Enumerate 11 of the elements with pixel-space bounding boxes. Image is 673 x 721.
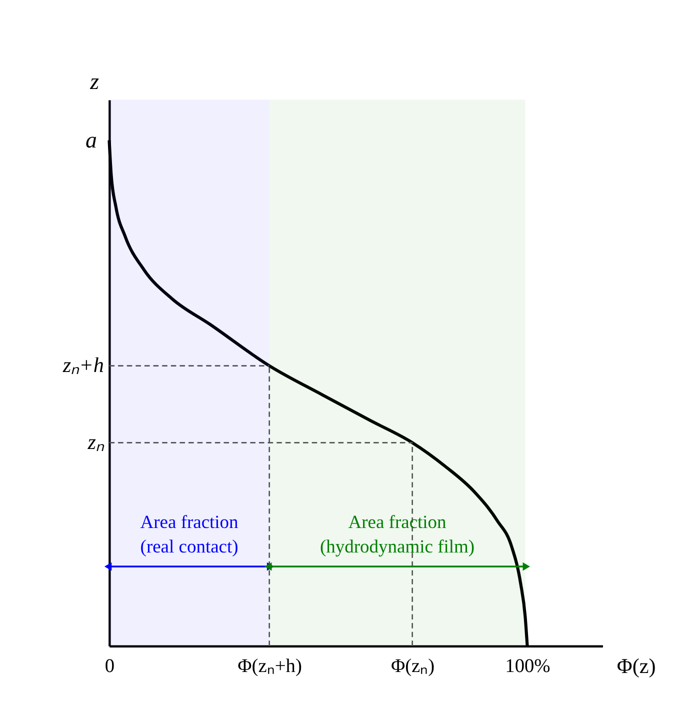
- x-tick-label: 100%: [505, 656, 550, 677]
- x-tick-label: 0: [104, 656, 115, 677]
- x-tick-label: Φ(zₙ+h): [238, 656, 302, 677]
- annotation: a: [85, 127, 97, 152]
- band-label: Area fraction (real contact): [140, 512, 238, 556]
- ref-line-label: zₙ+h: [62, 352, 104, 377]
- band-label: Area fraction (hydrodynamic film): [320, 512, 475, 556]
- y-axis-title: z: [89, 68, 100, 94]
- ref-line-label: zₙ: [86, 430, 105, 454]
- x-axis-title: Φ(z): [616, 654, 656, 678]
- x-tick-label: Φ(zₙ): [390, 656, 435, 677]
